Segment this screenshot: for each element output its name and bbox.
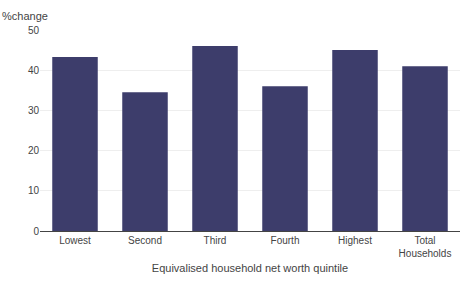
svg-text:Lowest: Lowest bbox=[59, 235, 91, 246]
svg-text:%change: %change bbox=[2, 10, 48, 22]
svg-text:50: 50 bbox=[28, 25, 40, 36]
svg-text:10: 10 bbox=[28, 185, 40, 196]
svg-text:30: 30 bbox=[28, 105, 40, 116]
svg-text:Third: Third bbox=[204, 235, 227, 246]
svg-text:0: 0 bbox=[33, 226, 39, 237]
svg-text:Highest: Highest bbox=[338, 235, 372, 246]
svg-text:TotalHouseholds: TotalHouseholds bbox=[399, 235, 452, 259]
svg-text:20: 20 bbox=[28, 145, 40, 156]
svg-text:Equivalised household net wort: Equivalised household net worth quintile bbox=[152, 262, 348, 274]
svg-text:Second: Second bbox=[128, 235, 162, 246]
svg-text:Fourth: Fourth bbox=[271, 235, 300, 246]
svg-text:40: 40 bbox=[28, 65, 40, 76]
